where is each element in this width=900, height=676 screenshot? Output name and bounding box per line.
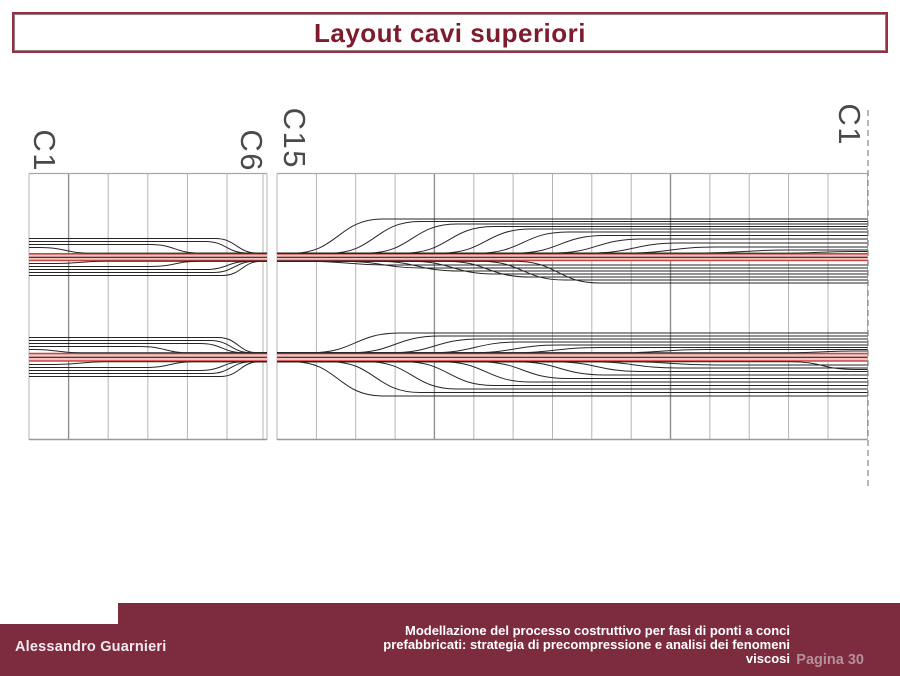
- cable-path: [277, 260, 868, 266]
- cable-path: [29, 361, 267, 371]
- footer-author: Alessandro Guarnieri: [15, 639, 167, 655]
- footer-caption-line: Modellazione del processo costruttivo pe…: [404, 623, 790, 638]
- cable-path: [29, 361, 267, 368]
- cable-path: [277, 238, 868, 254]
- cable-path: [29, 260, 267, 273]
- cable-path: [29, 260, 267, 264]
- footer: Alessandro Guarnieri Modellazione del pr…: [0, 603, 900, 676]
- cable-path: [277, 251, 868, 254]
- cable-path: [277, 260, 868, 278]
- section-label: C15: [277, 108, 312, 169]
- footer-caption-line: viscosi: [745, 651, 790, 666]
- cable-path: [29, 260, 267, 267]
- cable-path: [277, 361, 868, 372]
- cable-path: [277, 260, 868, 284]
- cable-path: [29, 247, 267, 254]
- title-box: Layout cavi superiori: [12, 12, 888, 53]
- cable-path: [277, 361, 868, 393]
- cable-path: [29, 361, 267, 377]
- cable-path: [277, 228, 868, 254]
- slide-title: Layout cavi superiori: [313, 17, 587, 48]
- footer-caption-line: prefabbricati: strategia di precompressi…: [383, 637, 790, 652]
- section-label: C1: [27, 129, 62, 172]
- cable-path: [277, 338, 868, 354]
- section-label: C1: [832, 103, 867, 146]
- cable-path: [29, 361, 267, 365]
- cable-path: [277, 350, 868, 354]
- cable-path: [277, 361, 868, 379]
- footer-bar-upper: [118, 603, 900, 625]
- footer-page-number: Pagina 30: [796, 652, 864, 668]
- cable-path: [277, 361, 868, 370]
- cable-path: [29, 260, 267, 276]
- cable-path: [29, 361, 267, 374]
- footer-caption: Modellazione del processo costruttivo pe…: [250, 624, 790, 666]
- footer-bar-main: [0, 624, 900, 676]
- section-label: C6: [234, 129, 269, 172]
- cable-path: [29, 349, 267, 354]
